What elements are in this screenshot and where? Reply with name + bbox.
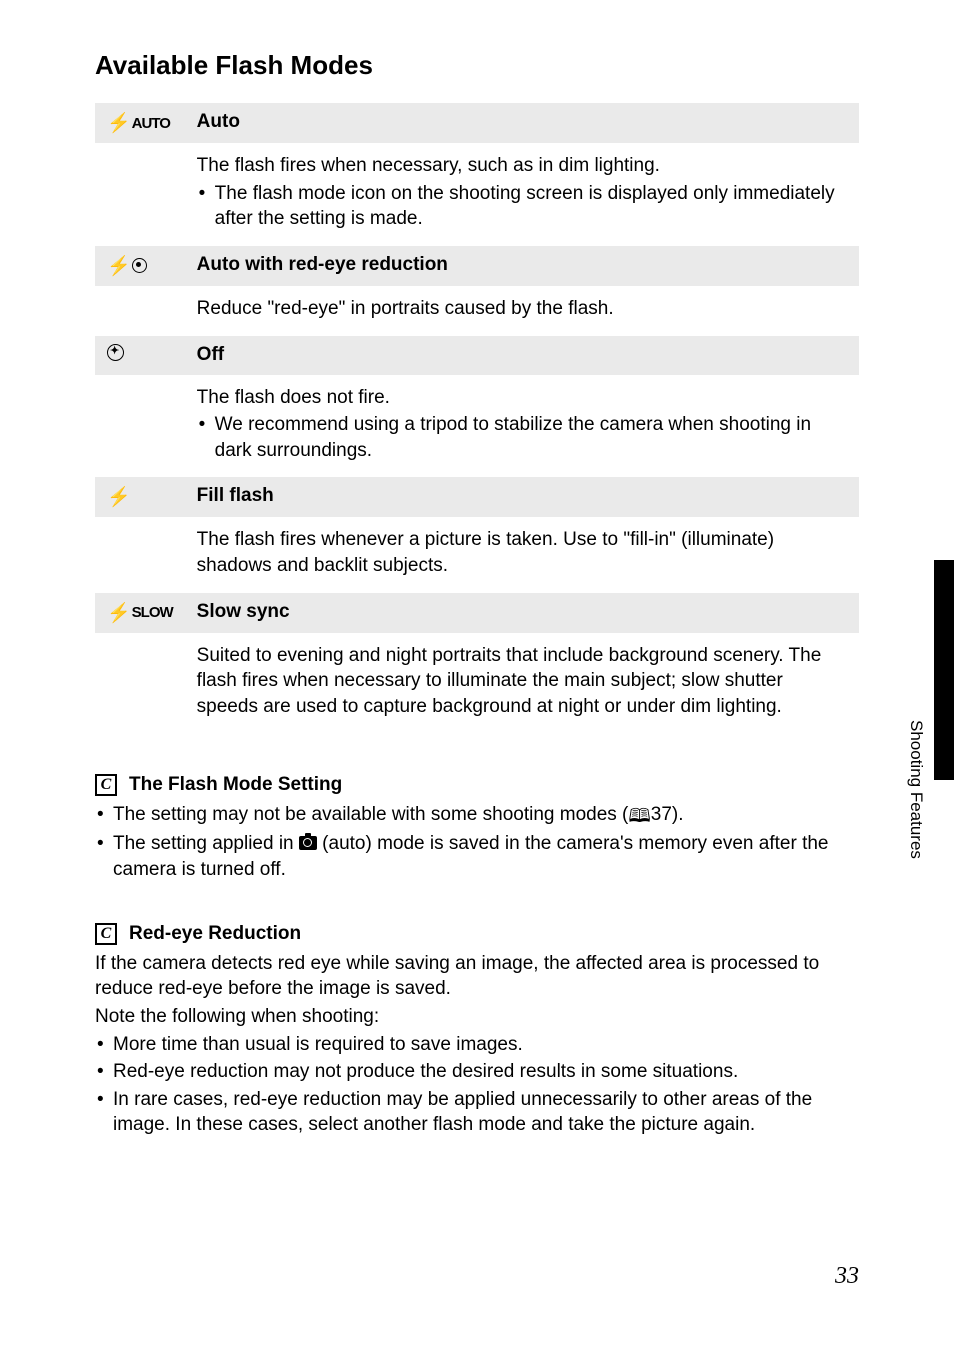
note-intro2: Note the following when shooting: bbox=[95, 1004, 859, 1030]
flash-modes-table: ⚡AUTO AutoThe flash fires when necessary… bbox=[95, 103, 859, 734]
note-title: Red-eye Reduction bbox=[129, 923, 301, 945]
note-bullet: The setting applied in (auto) mode is sa… bbox=[95, 831, 859, 882]
mode-bullet: The flash mode icon on the shooting scre… bbox=[197, 181, 847, 232]
manual-ref-icon: 🕮 bbox=[628, 804, 650, 830]
page-number: 33 bbox=[835, 1263, 859, 1290]
mode-icon: ⚡ bbox=[95, 246, 185, 286]
pencil-note-icon: C bbox=[95, 774, 117, 796]
mode-name: Off bbox=[185, 336, 859, 375]
note-intro: If the camera detects red eye while savi… bbox=[95, 951, 859, 1002]
note-bullet: Red-eye reduction may not produce the de… bbox=[95, 1059, 859, 1085]
mode-name: Auto with red-eye reduction bbox=[185, 246, 859, 286]
side-section-label: Shooting Features bbox=[906, 720, 926, 859]
mode-name: Auto bbox=[185, 103, 859, 143]
note-redeye-reduction: C Red-eye Reduction If the camera detect… bbox=[95, 923, 859, 1138]
mode-icon: ⚡SLOW bbox=[95, 593, 185, 633]
mode-name: Fill flash bbox=[185, 477, 859, 517]
mode-icon: ⚡ bbox=[95, 477, 185, 517]
note-flash-mode-setting: C The Flash Mode Setting The setting may… bbox=[95, 774, 859, 883]
note-title: The Flash Mode Setting bbox=[129, 774, 342, 796]
note-bullet: In rare cases, red-eye reduction may be … bbox=[95, 1087, 859, 1138]
page-title: Available Flash Modes bbox=[95, 50, 859, 81]
note-bullet: More time than usual is required to save… bbox=[95, 1032, 859, 1058]
pencil-note-icon: C bbox=[95, 923, 117, 945]
mode-bullet: We recommend using a tripod to stabilize… bbox=[197, 412, 847, 463]
mode-description: The flash fires whenever a picture is ta… bbox=[185, 517, 859, 592]
camera-icon bbox=[299, 836, 317, 850]
mode-description: The flash fires when necessary, such as … bbox=[185, 143, 859, 246]
mode-description: Suited to evening and night portraits th… bbox=[185, 633, 859, 734]
mode-name: Slow sync bbox=[185, 593, 859, 633]
mode-description: Reduce "red-eye" in portraits caused by … bbox=[185, 286, 859, 336]
mode-icon bbox=[95, 336, 185, 375]
note-bullet: The setting may not be available with so… bbox=[95, 802, 859, 830]
mode-icon: ⚡AUTO bbox=[95, 103, 185, 143]
side-tab-marker bbox=[934, 560, 954, 780]
mode-description: The flash does not fire.We recommend usi… bbox=[185, 375, 859, 478]
